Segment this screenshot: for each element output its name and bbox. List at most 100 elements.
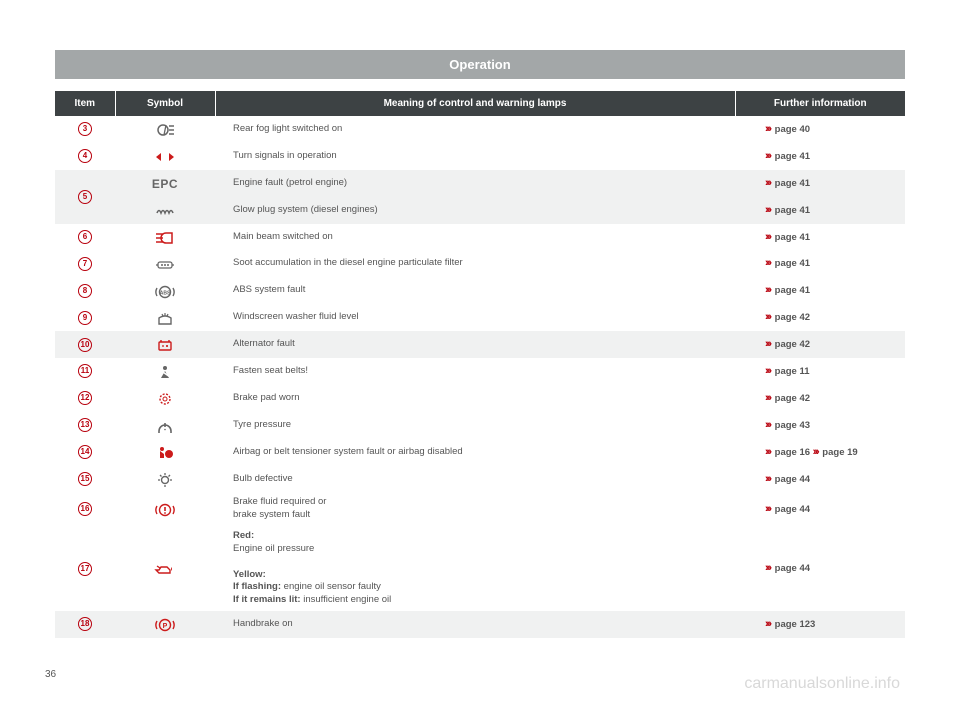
meaning-cell: Glow plug system (diesel engines) (215, 197, 735, 224)
brake-pad-icon (154, 390, 176, 406)
chevron-icon: ››› (765, 284, 770, 296)
symbol-cell (115, 492, 215, 526)
warning-lamps-table: Item Symbol Meaning of control and warni… (55, 91, 905, 638)
chevron-icon: ››› (765, 446, 770, 458)
page-number: 36 (45, 669, 56, 680)
table-row: Glow plug system (diesel engines)››› pag… (55, 197, 905, 224)
chevron-icon: ››› (765, 503, 770, 515)
item-badge: 10 (78, 338, 92, 352)
symbol-cell: ABS (115, 277, 215, 304)
table-row: 4 Turn signals in operation››› page 41 (55, 143, 905, 170)
alternator-icon (154, 336, 176, 352)
item-badge: 17 (78, 562, 92, 576)
item-cell: 14 (55, 439, 115, 466)
col-header-symbol: Symbol (115, 91, 215, 116)
meaning-cell: Main beam switched on (215, 224, 735, 251)
soot-filter-icon (154, 255, 176, 271)
bulb-icon (154, 471, 176, 487)
symbol-cell (115, 304, 215, 331)
item-badge: 7 (78, 257, 92, 271)
symbol-cell (115, 412, 215, 439)
item-badge: 16 (78, 502, 92, 516)
symbol-cell (115, 143, 215, 170)
symbol-cell (115, 250, 215, 277)
item-badge: 13 (78, 418, 92, 432)
further-cell[interactable]: ››› page 41 (735, 197, 905, 224)
item-badge: 6 (78, 230, 92, 244)
abs-icon: ABS (154, 282, 176, 298)
rear-fog-icon (154, 121, 176, 137)
chevron-icon: ››› (765, 123, 770, 135)
further-cell[interactable]: ››› page 123 (735, 611, 905, 638)
meaning-cell: ABS system fault (215, 277, 735, 304)
item-cell: 7 (55, 250, 115, 277)
further-cell[interactable]: ››› page 42 (735, 304, 905, 331)
table-row: 3 Rear fog light switched on››› page 40 (55, 116, 905, 143)
col-header-item: Item (55, 91, 115, 116)
washer-fluid-icon (154, 309, 176, 325)
table-row: 6 Main beam switched on››› page 41 (55, 224, 905, 251)
svg-text:P: P (163, 623, 168, 630)
item-cell: 3 (55, 116, 115, 143)
item-cell: 6 (55, 224, 115, 251)
item-badge: 5 (78, 190, 92, 204)
item-cell: 4 (55, 143, 115, 170)
glow-plug-icon (154, 202, 176, 218)
further-cell[interactable]: ››› page 16 ››› page 19 (735, 439, 905, 466)
symbol-cell (115, 358, 215, 385)
symbol-cell (115, 526, 215, 611)
svg-text:ABS: ABS (160, 290, 171, 296)
airbag-icon (154, 444, 176, 460)
further-cell[interactable]: ››› page 42 (735, 331, 905, 358)
item-cell: 15 (55, 466, 115, 493)
further-cell[interactable]: ››› page 44 (735, 526, 905, 611)
table-row: 8 ABS ABS system fault››› page 41 (55, 277, 905, 304)
table-row: 14 Airbag or belt tensioner system fault… (55, 439, 905, 466)
further-cell[interactable]: ››› page 41 (735, 224, 905, 251)
epc-icon: EPC (152, 175, 178, 191)
further-cell[interactable]: ››› page 41 (735, 277, 905, 304)
meaning-cell: Red:Engine oil pressureYellow:If flashin… (215, 526, 735, 611)
further-cell[interactable]: ››› page 41 (735, 250, 905, 277)
further-cell[interactable]: ››› page 41 (735, 143, 905, 170)
oil-icon (153, 560, 177, 576)
item-badge: 11 (78, 364, 92, 378)
chevron-icon: ››› (813, 446, 818, 458)
meaning-cell: Alternator fault (215, 331, 735, 358)
chevron-icon: ››› (765, 562, 770, 574)
symbol-cell (115, 466, 215, 493)
further-cell[interactable]: ››› page 41 (735, 170, 905, 197)
item-badge: 4 (78, 149, 92, 163)
item-cell: 8 (55, 277, 115, 304)
further-cell[interactable]: ››› page 43 (735, 412, 905, 439)
further-cell[interactable]: ››› page 11 (735, 358, 905, 385)
item-cell: 9 (55, 304, 115, 331)
meaning-cell: Brake pad worn (215, 385, 735, 412)
turn-signals-icon (154, 148, 176, 164)
symbol-cell (115, 116, 215, 143)
handbrake-icon: P (154, 616, 176, 632)
chevron-icon: ››› (765, 473, 770, 485)
symbol-cell (115, 197, 215, 224)
symbol-cell (115, 439, 215, 466)
col-header-further: Further information (735, 91, 905, 116)
chevron-icon: ››› (765, 311, 770, 323)
item-cell: 13 (55, 412, 115, 439)
symbol-cell (115, 224, 215, 251)
further-cell[interactable]: ››› page 40 (735, 116, 905, 143)
chevron-icon: ››› (765, 177, 770, 189)
table-row: 9 Windscreen washer fluid level››› page … (55, 304, 905, 331)
item-cell: 18 (55, 611, 115, 638)
table-row: 5 EPCEngine fault (petrol engine)››› pag… (55, 170, 905, 197)
watermark: carmanualsonline.info (744, 675, 900, 693)
item-cell: 5 (55, 170, 115, 224)
table-row: 15 Bulb defective››› page 44 (55, 466, 905, 493)
chevron-icon: ››› (765, 257, 770, 269)
further-cell[interactable]: ››› page 42 (735, 385, 905, 412)
further-cell[interactable]: ››› page 44 (735, 466, 905, 493)
further-cell[interactable]: ››› page 44 (735, 492, 905, 526)
item-badge: 15 (78, 472, 92, 486)
chevron-icon: ››› (765, 338, 770, 350)
table-row: 18 P Handbrake on››› page 123 (55, 611, 905, 638)
table-row: 12 Brake pad worn››› page 42 (55, 385, 905, 412)
